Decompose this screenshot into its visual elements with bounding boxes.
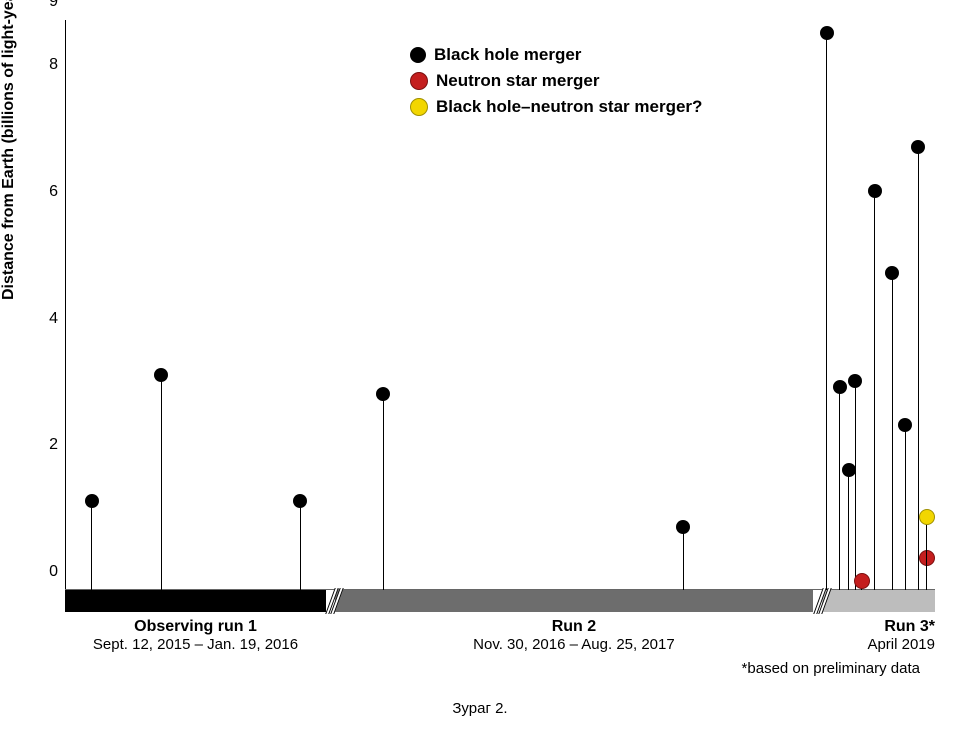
data-point (918, 147, 919, 590)
run-title: Run 2 (335, 618, 814, 636)
data-marker (820, 26, 834, 40)
data-point (91, 501, 92, 590)
legend-marker (410, 98, 428, 116)
legend-item: Black hole–neutron star merger? (410, 97, 702, 117)
run-label-run2: Run 2Nov. 30, 2016 – Aug. 25, 2017 (335, 618, 814, 653)
data-point (839, 387, 840, 590)
y-tick: 8 (30, 56, 58, 74)
run-label-run3: Run 3*April 2019 (822, 618, 935, 653)
data-marker (919, 509, 935, 525)
data-point (892, 273, 893, 590)
y-tick: 4 (30, 310, 58, 328)
legend-marker (410, 47, 426, 63)
run-bar-run2 (335, 590, 814, 612)
legend-label: Black hole–neutron star merger? (436, 97, 702, 117)
data-point (874, 191, 875, 590)
run-dates: Sept. 12, 2015 – Jan. 19, 2016 (65, 636, 326, 653)
axis-break (330, 588, 340, 614)
merger-distance-chart: Distance from Earth (billions of light-y… (10, 10, 950, 720)
data-point (161, 375, 162, 590)
legend: Black hole merger Neutron star merger Blac… (410, 45, 702, 123)
legend-item: Neutron star merger (410, 71, 702, 91)
y-axis-line (65, 20, 66, 590)
y-tick: 2 (30, 436, 58, 454)
data-point (905, 425, 906, 590)
data-marker (848, 374, 862, 388)
data-point (855, 381, 856, 590)
legend-marker (410, 72, 428, 90)
data-point (861, 581, 862, 591)
data-marker (885, 266, 899, 280)
data-marker (911, 140, 925, 154)
data-marker (293, 494, 307, 508)
run-label-run1: Observing run 1Sept. 12, 2015 – Jan. 19,… (65, 618, 326, 653)
data-marker (842, 463, 856, 477)
legend-item: Black hole merger (410, 45, 702, 65)
run-title: Run 3* (822, 618, 935, 636)
data-marker (85, 494, 99, 508)
data-marker (376, 387, 390, 401)
data-point (683, 527, 684, 590)
y-tick: 9 (30, 0, 58, 11)
data-point (926, 517, 927, 590)
run-dates: Nov. 30, 2016 – Aug. 25, 2017 (335, 636, 814, 653)
data-marker (676, 520, 690, 534)
run-bar-run1 (65, 590, 326, 612)
run-title: Observing run 1 (65, 618, 326, 636)
figure-caption: Зураг 2. (10, 700, 950, 717)
data-marker (868, 184, 882, 198)
y-tick: 6 (30, 183, 58, 201)
run-bar-run3 (822, 590, 935, 612)
run-dates: April 2019 (822, 636, 935, 653)
data-point (826, 33, 827, 590)
legend-label: Black hole merger (434, 45, 581, 65)
axis-break (818, 588, 828, 614)
data-marker (898, 418, 912, 432)
data-marker (854, 573, 870, 589)
footnote: *based on preliminary data (742, 660, 920, 677)
data-marker (833, 380, 847, 394)
y-axis-label: Distance from Earth (billions of light-y… (0, 0, 18, 300)
legend-label: Neutron star merger (436, 71, 599, 91)
data-point (300, 501, 301, 590)
y-tick: 0 (30, 563, 58, 581)
data-point (848, 470, 849, 590)
data-point (383, 394, 384, 590)
data-marker (154, 368, 168, 382)
